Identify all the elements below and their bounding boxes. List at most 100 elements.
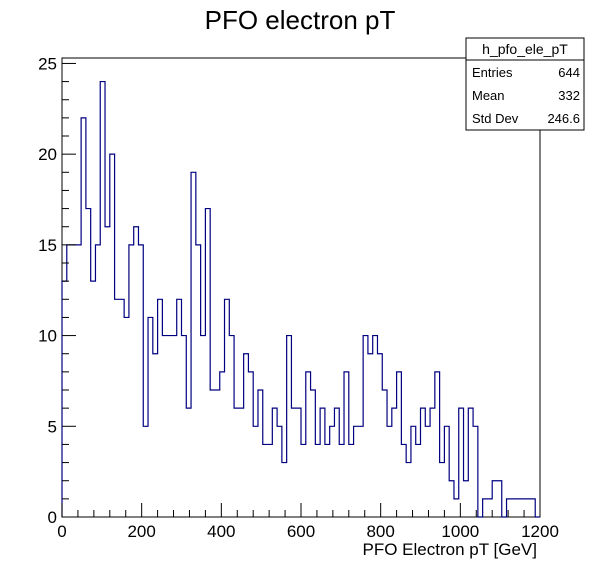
stats-stddev-label: Std Dev xyxy=(472,111,519,126)
histogram-bin xyxy=(507,499,512,517)
histogram-bin xyxy=(387,426,392,517)
histogram-bin xyxy=(358,426,363,517)
histogram-bin xyxy=(287,336,292,517)
histogram-bin xyxy=(110,154,115,517)
stats-entries-label: Entries xyxy=(472,65,513,80)
histogram-bin xyxy=(234,408,239,517)
histogram-bin xyxy=(301,444,306,517)
stats-histogram-name: h_pfo_ele_pT xyxy=(482,41,568,57)
histogram-bin xyxy=(492,481,497,517)
histogram-bin xyxy=(444,426,449,517)
histogram-bin xyxy=(464,481,469,517)
histogram-bin xyxy=(401,444,406,517)
histogram-bin xyxy=(526,499,531,517)
stats-mean-value: 332 xyxy=(558,88,580,103)
histogram-bin xyxy=(325,444,330,517)
x-tick-label: 200 xyxy=(127,522,155,541)
histogram-bin xyxy=(148,317,153,517)
y-tick-label: 25 xyxy=(38,54,57,73)
x-tick-label: 1000 xyxy=(441,522,479,541)
histogram-bin xyxy=(201,336,206,517)
histogram-bin xyxy=(277,426,282,517)
y-tick-label: 15 xyxy=(38,236,57,255)
histogram-bin xyxy=(406,463,411,517)
histogram-bin xyxy=(182,336,187,517)
histogram-bin xyxy=(349,444,354,517)
histogram-bin xyxy=(186,408,191,517)
histogram-bin xyxy=(516,499,521,517)
histogram-bin xyxy=(153,354,158,517)
histogram-bin xyxy=(311,390,316,517)
histogram-bin xyxy=(397,372,402,517)
histogram-bin xyxy=(72,245,77,517)
y-tick-label: 5 xyxy=(48,417,57,436)
histogram-bin xyxy=(67,245,72,517)
histogram-bin xyxy=(363,336,368,517)
x-axis-title: PFO Electron pT [GeV] xyxy=(363,540,537,559)
histogram-bin xyxy=(320,408,325,517)
histogram-bin xyxy=(62,281,67,517)
histogram-bin xyxy=(239,408,244,517)
histogram-bin xyxy=(263,444,268,517)
histogram-bin xyxy=(449,481,454,517)
histogram-bin xyxy=(530,499,535,517)
histogram-bin xyxy=(435,372,440,517)
histogram-bin xyxy=(100,82,105,517)
histogram-bin xyxy=(454,499,459,517)
histogram-bin xyxy=(244,354,249,517)
x-tick-label: 0 xyxy=(57,522,66,541)
histogram-bin xyxy=(296,408,301,517)
histogram-bin xyxy=(368,354,373,517)
histogram-bin xyxy=(196,245,201,517)
histogram-bin xyxy=(76,245,81,517)
histogram-bin xyxy=(220,372,225,517)
histogram-bin xyxy=(483,499,488,517)
histogram-bin xyxy=(330,426,335,517)
histogram-bin xyxy=(215,390,220,517)
histogram-bin xyxy=(334,408,339,517)
histogram-bin xyxy=(191,172,196,517)
histogram-bin xyxy=(315,444,320,517)
histogram-bin xyxy=(411,426,416,517)
x-axis: 0 200 400 600 800 1000 1200 xyxy=(57,503,559,541)
histogram-bin xyxy=(459,408,464,517)
histogram-bin xyxy=(392,408,397,517)
y-tick-label: 20 xyxy=(38,145,57,164)
chart-title: PFO electron pT xyxy=(205,5,396,35)
histogram-bin xyxy=(306,372,311,517)
histogram-bin xyxy=(339,444,344,517)
histogram-outline xyxy=(61,80,540,518)
histogram-bin xyxy=(382,390,387,517)
histogram-bin xyxy=(119,299,124,517)
histogram-bin xyxy=(377,354,382,517)
histogram-bin xyxy=(272,408,277,517)
stats-stddev-value: 246.6 xyxy=(547,111,580,126)
x-tick-label: 600 xyxy=(287,522,315,541)
histogram-bin xyxy=(487,499,492,517)
histogram-layer xyxy=(61,80,540,518)
histogram-bin xyxy=(440,463,445,517)
x-tick-label: 1200 xyxy=(521,522,559,541)
histogram-bin xyxy=(430,408,435,517)
histogram-bin xyxy=(421,408,426,517)
histogram-bin xyxy=(248,372,253,517)
histogram-bin xyxy=(416,444,421,517)
histogram-bin xyxy=(162,336,167,517)
histogram-bin xyxy=(177,299,182,517)
histogram-bin xyxy=(373,336,378,517)
histogram-bin xyxy=(511,499,516,517)
histogram-bin xyxy=(425,426,430,517)
histogram-bin xyxy=(81,118,86,517)
stats-box: h_pfo_ele_pT Entries 644 Mean 332 Std De… xyxy=(465,37,585,131)
histogram-bin xyxy=(210,390,215,517)
histogram-bin xyxy=(138,245,143,517)
histogram-bin xyxy=(172,336,177,517)
histogram-bin xyxy=(253,426,258,517)
histogram-bin xyxy=(205,209,210,517)
histogram-bin xyxy=(143,426,148,517)
histogram-bin xyxy=(115,299,120,517)
histogram-bin xyxy=(282,463,287,517)
histogram-bin xyxy=(268,444,273,517)
histogram-bin xyxy=(158,299,163,517)
histogram-bin xyxy=(167,336,172,517)
